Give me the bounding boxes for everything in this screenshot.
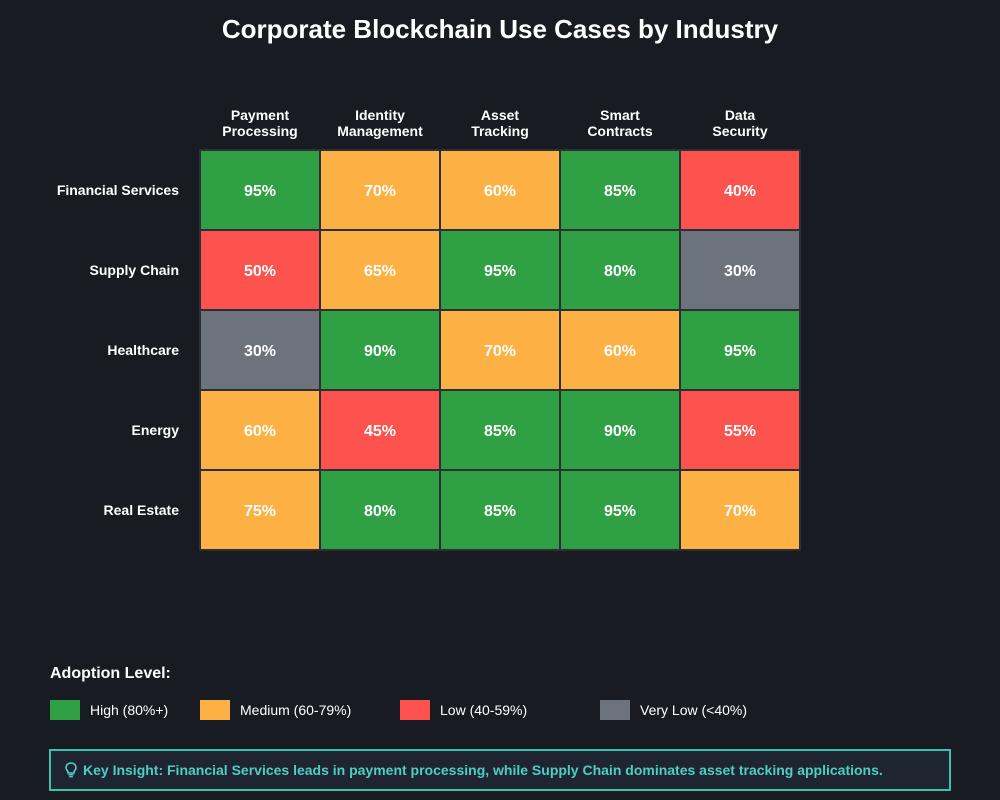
heatmap-cell-label: 50%	[244, 263, 276, 280]
heatmap-cell-label: 95%	[724, 343, 756, 360]
lightbulb-icon	[65, 762, 79, 778]
column-header-identity-management: Identity Management	[337, 107, 423, 139]
heatmap-cell-label: 70%	[724, 503, 756, 520]
heatmap-cell	[681, 471, 799, 549]
legend-swatch-very-low	[600, 700, 630, 720]
heatmap-cell	[681, 391, 799, 469]
column-header-asset-tracking: Asset Tracking	[471, 107, 529, 139]
heatmap-cell	[201, 231, 319, 309]
heatmap-cell	[561, 151, 679, 229]
heatmap-cell-label: 40%	[724, 183, 756, 200]
heatmap-cell	[681, 151, 799, 229]
heatmap-cell-label: 30%	[724, 263, 756, 280]
heatmap-cell	[561, 391, 679, 469]
legend-swatch-medium	[200, 700, 230, 720]
heatmap-cell	[201, 151, 319, 229]
legend-label-high: High (80%+)	[90, 702, 169, 718]
heatmap-cell	[321, 311, 439, 389]
heatmap-cell	[681, 231, 799, 309]
heatmap-cell	[441, 151, 559, 229]
legend-item-low: Low (40-59%)	[400, 700, 527, 720]
column-header-smart-contracts: Smart Contracts	[587, 107, 653, 139]
heatmap-cell	[441, 311, 559, 389]
heatmap-cell-label: 90%	[364, 343, 396, 360]
heatmap-cell	[561, 231, 679, 309]
row-label-healthcare: Healthcare	[107, 342, 179, 358]
legend-swatch-low	[400, 700, 430, 720]
heatmap-cell-label: 80%	[364, 503, 396, 520]
heatmap-cell	[441, 391, 559, 469]
heatmap-cell	[321, 231, 439, 309]
heatmap-cell	[561, 471, 679, 549]
legend-item-very-low: Very Low (<40%)	[600, 700, 747, 720]
heatmap-cell	[321, 151, 439, 229]
heatmap-cell	[561, 311, 679, 389]
heatmap-cell	[441, 231, 559, 309]
heatmap-cell-label: 85%	[484, 503, 516, 520]
heatmap-cell-label: 60%	[244, 423, 276, 440]
heatmap-cell-label: 90%	[604, 423, 636, 440]
heatmap-cell-label: 45%	[364, 423, 396, 440]
key-insight-box: Key Insight: Financial Services leads in…	[49, 749, 951, 791]
legend-label-medium: Medium (60-79%)	[240, 702, 352, 718]
chart-title: Corporate Blockchain Use Cases by Indust…	[221, 14, 779, 44]
legend-title: Adoption Level:	[50, 665, 171, 682]
heatmap-cell-label: 80%	[604, 263, 636, 280]
row-label-supply-chain: Supply Chain	[90, 262, 179, 278]
heatmap-chart: Payment Processing Identity Management Asset…	[57, 107, 801, 551]
column-header-payment-processing: Payment Processing	[222, 107, 297, 139]
heatmap-cell-label: 65%	[364, 263, 396, 280]
heatmap-cell-label: 85%	[604, 183, 636, 200]
key-insight-text: Key Insight: Financial Services leads in…	[83, 762, 883, 778]
heatmap-cell-label: 60%	[604, 343, 636, 360]
heatmap-cell	[681, 311, 799, 389]
heatmap-cell-label: 70%	[484, 343, 516, 360]
legend-label-low: Low (40-59%)	[440, 702, 528, 718]
row-label-financial-services: Financial Services	[57, 182, 179, 198]
heatmap-cell	[321, 471, 439, 549]
legend-swatch-high	[50, 700, 80, 720]
heatmap-cell-label: 75%	[244, 503, 276, 520]
column-header-data-security: Data Security	[712, 107, 767, 139]
heatmap-cell	[201, 311, 319, 389]
heatmap-cell-label: 95%	[484, 263, 516, 280]
heatmap-cell-label: 60%	[484, 183, 516, 200]
heatmap-cell-label: 95%	[244, 183, 276, 200]
heatmap-cell	[321, 391, 439, 469]
row-label-energy: Energy	[132, 422, 180, 438]
legend-item-medium: Medium (60-79%)	[200, 700, 351, 720]
heatmap-cell-label: 85%	[484, 423, 516, 440]
heatmap-cell-label: 30%	[244, 343, 276, 360]
legend-label-very-low: Very Low (<40%)	[640, 702, 747, 718]
heatmap-cell-label: 95%	[604, 503, 636, 520]
heatmap-cell-label: 70%	[364, 183, 396, 200]
heatmap-cell	[201, 471, 319, 549]
row-label-real-estate: Real Estate	[104, 502, 180, 518]
legend-item-high: High (80%+)	[50, 700, 168, 720]
heatmap-cell-label: 55%	[724, 423, 756, 440]
heatmap-cell	[201, 391, 319, 469]
heatmap-cell	[441, 471, 559, 549]
